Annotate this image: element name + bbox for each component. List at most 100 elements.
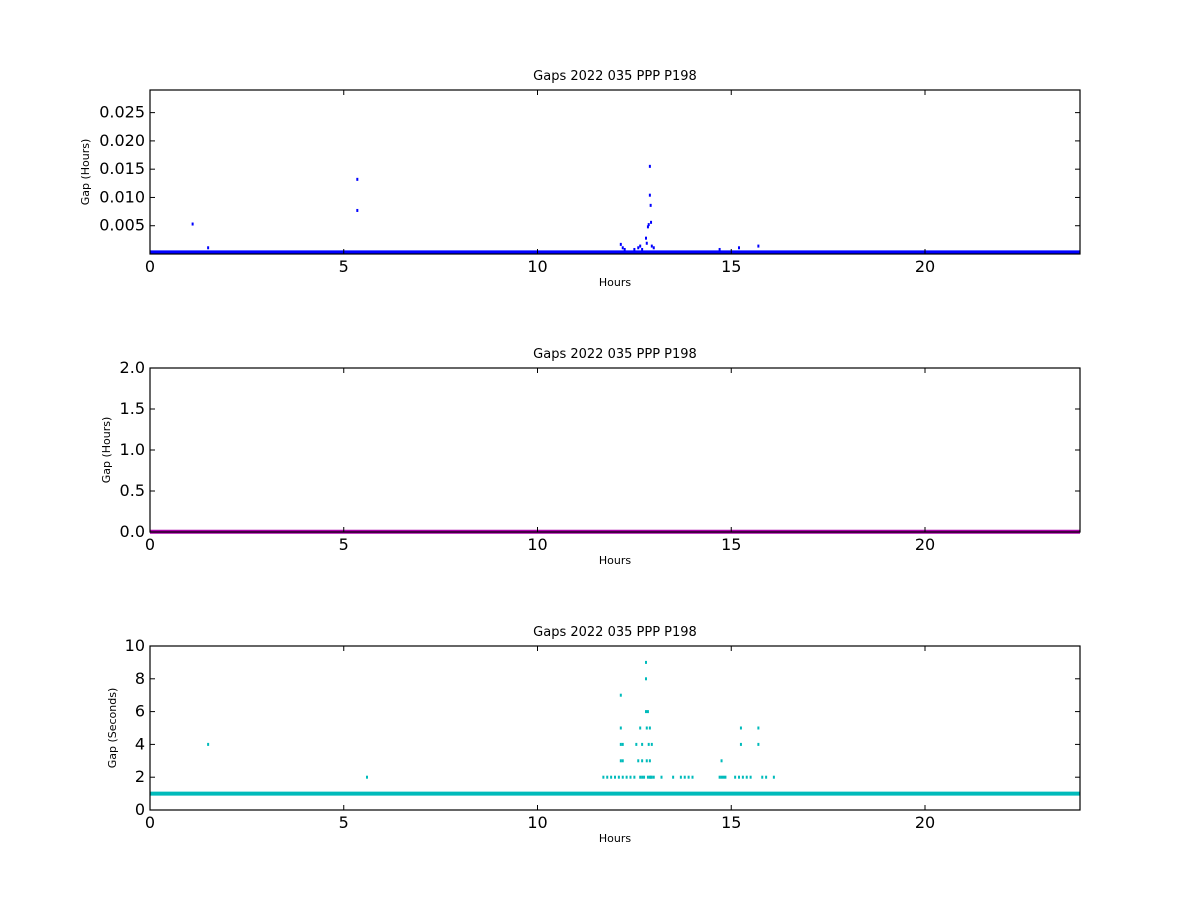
data-point [738,775,740,779]
y-axis-label: Gap (Seconds) [106,688,119,769]
data-point [645,759,648,763]
data-point [621,775,624,779]
data-point [637,759,640,763]
data-point [602,775,605,779]
data-point [637,246,640,250]
data-point [621,759,624,763]
y-tick-label: 1.5 [120,399,145,418]
data-point [691,775,694,779]
data-point [734,775,737,779]
y-tick-label: 1.0 [120,440,145,459]
x-tick-label: 0 [145,535,155,554]
data-point [619,759,622,763]
x-tick-label: 5 [339,257,349,276]
data-point [650,775,653,779]
y-tick-label: 2.0 [120,358,145,377]
data-point [621,742,624,746]
y-tick-label: 0 [135,800,145,819]
data-point [650,742,653,746]
data-point [649,203,652,207]
data-point [647,223,650,227]
x-tick-label: 0 [145,257,155,276]
plot-frame [149,367,1081,533]
plot-title: Gaps 2022 035 PPP P198 [533,625,697,640]
x-tick-label: 10 [527,535,547,554]
x-tick-label: 15 [721,813,741,832]
data-point [646,710,649,714]
y-tick-label: 0.0 [120,522,145,541]
plot-title: Gaps 2022 035 PPP P198 [533,347,697,362]
y-tick-label: 8 [135,669,145,688]
data-point [617,775,620,779]
data-point [757,244,760,248]
x-axis-label: Hours [599,554,631,567]
data-point [610,775,613,779]
data-point [619,726,622,730]
data-point [633,775,636,779]
data-point [641,759,644,763]
data-point [619,242,622,246]
plot-panel-2: Gaps 2022 035 PPP P198 0 5 10 15 20 0.0 0.5 1.0 1… [100,347,1081,567]
data-point [635,742,638,746]
data-point [660,775,663,779]
x-tick-label: 20 [915,813,935,832]
data-point [648,726,651,730]
data-point [652,775,655,779]
data-point [606,775,609,779]
data-point [643,775,646,779]
data-point [646,225,649,229]
data-point [718,775,721,779]
y-tick-label: 10 [125,636,145,655]
data-point [739,726,742,730]
data-point [741,775,744,779]
data-point [648,193,651,197]
data-point [722,775,725,779]
y-axis-label: Gap (Hours) [79,139,92,206]
x-axis-label: Hours [599,276,631,289]
y-axis-label: Gap (Hours) [100,417,113,484]
data-point [619,742,622,746]
y-tick-label: 0.5 [120,481,145,500]
data-point [207,246,210,250]
data-point [366,775,368,779]
plot-frame [149,89,1081,255]
y-tick-label: 2 [135,767,145,786]
data-point [757,726,760,730]
data-point [650,220,653,224]
data-point [645,677,647,681]
plot-panel-3: Gaps 2022 035 PPP P198 0 5 10 15 20 0 2 4 6 8 10 Hou… [106,625,1081,845]
x-tick-label: 15 [721,535,741,554]
data-point [672,775,675,779]
y-tick-label: 0.015 [99,159,145,178]
data-point [191,222,194,226]
data-point [207,742,210,746]
data-point [738,246,740,250]
data-point [621,246,624,250]
plot-frame [149,645,1081,811]
x-axis-label: Hours [599,832,631,845]
y-tick-label: 4 [135,734,145,753]
x-tick-label: 10 [527,813,547,832]
data-point [757,742,760,746]
data-point [619,693,622,697]
data-point [772,775,775,779]
data-point [687,775,690,779]
data-point [641,247,644,251]
data-point [623,247,626,251]
data-point [647,742,650,746]
y-tick-label: 0.005 [99,216,145,235]
data-point [683,775,686,779]
data-point [761,775,764,779]
data-point [724,775,727,779]
data-point [648,759,651,763]
data-point [720,775,723,779]
x-tick-label: 0 [145,813,155,832]
data-point [645,710,647,714]
y-tick-label: 0.010 [99,187,145,206]
data-point [614,775,616,779]
data-point [625,775,628,779]
data-point [720,759,723,763]
data-point [645,660,647,664]
data-point [649,775,652,779]
y-tick-label: 0.020 [99,131,145,150]
